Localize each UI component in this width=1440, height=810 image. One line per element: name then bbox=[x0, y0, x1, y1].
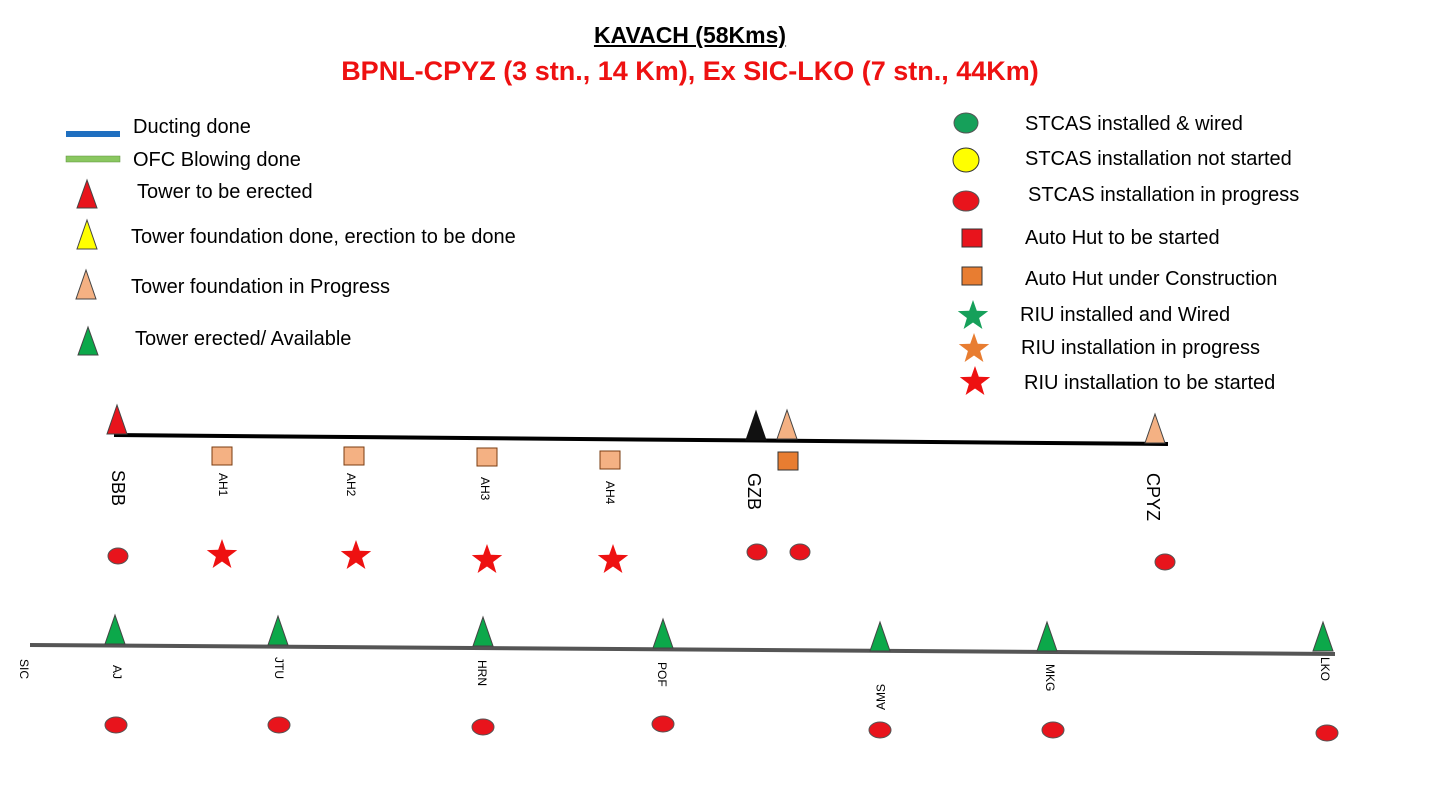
tower-jtu bbox=[267, 614, 289, 646]
red-square-icon bbox=[961, 228, 983, 248]
ofc-line-icon bbox=[65, 155, 121, 163]
tower-pof bbox=[652, 617, 674, 649]
peach-triangle-icon bbox=[75, 268, 97, 300]
legend-riu-installed-label: RIU installed and Wired bbox=[1020, 304, 1231, 326]
ducting-line-icon bbox=[66, 131, 120, 137]
red-star-icon bbox=[959, 366, 991, 395]
stcas-gzb-2 bbox=[789, 543, 811, 561]
stcas-cpyz bbox=[1154, 553, 1176, 571]
legend-auto-hut-construction-label: Auto Hut under Construction bbox=[1025, 268, 1278, 290]
section-1-line bbox=[113, 433, 1169, 446]
green-triangle-icon bbox=[77, 325, 99, 356]
green-ellipse-icon bbox=[953, 112, 979, 134]
riu-ah2 bbox=[340, 540, 372, 569]
auto-hut-ah3 bbox=[476, 447, 498, 467]
page-subtitle: BPNL-CPYZ (3 stn., 14 Km), Ex SIC-LKO (7… bbox=[341, 56, 1039, 86]
red-triangle-icon bbox=[76, 178, 98, 209]
legend-stcas-not-started-label: STCAS installation not started bbox=[1025, 148, 1292, 170]
legend-stcas-installed-label: STCAS installed & wired bbox=[1025, 113, 1243, 135]
legend-tower-to-be-erected-label: Tower to be erected bbox=[137, 181, 313, 203]
legend-right-icons bbox=[952, 112, 991, 395]
legend-ducting-label: Ducting done bbox=[133, 116, 251, 138]
tower-gzb bbox=[745, 409, 767, 441]
tower-ams bbox=[869, 620, 891, 652]
tower-lko bbox=[1312, 620, 1334, 652]
tower-hrn bbox=[472, 615, 494, 647]
auto-hut-ah2 bbox=[343, 446, 365, 466]
auto-hut-ah1 bbox=[211, 446, 233, 466]
stcas-aj bbox=[104, 716, 128, 734]
riu-ah1 bbox=[206, 539, 238, 568]
yellow-triangle-icon bbox=[76, 218, 98, 250]
legend-left-icons bbox=[65, 131, 121, 356]
page-title: KAVACH (58Kms) bbox=[593, 22, 787, 48]
orange-star-icon bbox=[958, 333, 990, 362]
stcas-lko bbox=[1315, 724, 1339, 742]
stcas-sbb bbox=[107, 547, 129, 565]
legend-tower-foundation-done-label: Tower foundation done, erection to be do… bbox=[131, 226, 516, 248]
auto-hut-gzb bbox=[777, 451, 799, 471]
legend-riu-to-start-label: RIU installation to be started bbox=[1024, 372, 1276, 394]
auto-hut-ah4 bbox=[599, 450, 621, 470]
stcas-jtu bbox=[267, 716, 291, 734]
green-star-icon bbox=[957, 300, 989, 329]
section-2-line bbox=[29, 643, 1336, 656]
legend-ofc-label: OFC Blowing done bbox=[133, 149, 301, 171]
legend-tower-foundation-progress-label: Tower foundation in Progress bbox=[131, 276, 391, 298]
stcas-hrn bbox=[471, 718, 495, 736]
legend-stcas-in-progress-label: STCAS installation in progress bbox=[1028, 184, 1300, 206]
tower-gzb-2 bbox=[776, 408, 798, 440]
riu-ah3 bbox=[471, 544, 503, 573]
riu-ah4 bbox=[597, 544, 629, 573]
stcas-ams bbox=[868, 721, 892, 739]
stcas-gzb bbox=[746, 543, 768, 561]
red-ellipse-icon bbox=[952, 190, 980, 212]
tower-cpyz bbox=[1144, 412, 1166, 444]
tower-sbb bbox=[106, 403, 128, 435]
orange-square-icon bbox=[961, 266, 983, 286]
tower-mkg bbox=[1036, 620, 1058, 652]
tower-aj bbox=[104, 613, 126, 645]
legend-riu-in-progress-label: RIU installation in progress bbox=[1021, 337, 1260, 359]
legend-tower-erected-label: Tower erected/ Available bbox=[135, 328, 352, 350]
stcas-mkg bbox=[1041, 721, 1065, 739]
stcas-pof bbox=[651, 715, 675, 733]
legend-auto-hut-to-start-label: Auto Hut to be started bbox=[1025, 227, 1220, 249]
yellow-ellipse-icon bbox=[952, 147, 980, 173]
